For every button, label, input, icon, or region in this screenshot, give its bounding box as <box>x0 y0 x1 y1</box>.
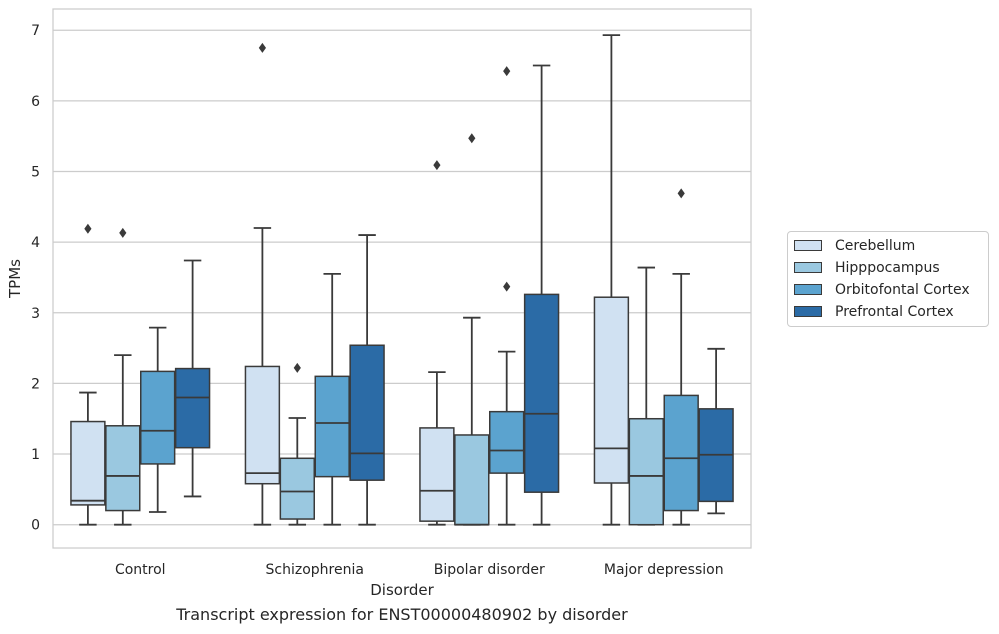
y-tick-label: 7 <box>31 23 40 39</box>
y-tick-label: 2 <box>31 376 40 392</box>
legend-swatch-cerebellum <box>794 240 822 251</box>
y-tick-label: 3 <box>31 306 40 322</box>
plot-frame <box>52 8 752 549</box>
iqr-box <box>489 410 525 474</box>
box-2-3 <box>523 64 560 526</box>
outlier-point <box>503 66 511 77</box>
box-1-1 <box>279 362 316 526</box>
box-0-0 <box>70 223 106 526</box>
iqr-box <box>279 457 316 520</box>
outlier-point <box>503 281 511 292</box>
legend: Cerebellum Hipppocampus Orbitofontal Cor… <box>787 231 989 327</box>
iqr-box <box>314 375 350 478</box>
outlier-point <box>677 188 685 199</box>
box-0-3 <box>174 259 211 498</box>
x-tick-label: Control <box>115 562 166 578</box>
box-3-2 <box>663 188 699 526</box>
iqr-box <box>140 370 176 465</box>
figure-caption: Transcript expression for ENST0000048090… <box>176 605 628 624</box>
iqr-box <box>628 417 664 526</box>
legend-swatch-hippocampus <box>794 262 822 273</box>
iqr-box <box>244 365 281 485</box>
iqr-box <box>349 344 385 481</box>
box-2-1 <box>454 133 490 526</box>
box-2-2 <box>489 66 525 526</box>
outlier-point <box>258 42 266 53</box>
iqr-box <box>523 293 560 493</box>
box-3-0 <box>593 34 630 526</box>
legend-item-prefrontal: Prefrontal Cortex <box>794 303 954 320</box>
y-tick-label: 4 <box>31 235 40 251</box>
y-tick-labels: 0 1 2 3 4 5 6 7 <box>31 23 40 533</box>
x-tick-label: Bipolar disorder <box>434 562 545 578</box>
y-tick-label: 5 <box>31 164 40 180</box>
x-tick-label: Major depression <box>604 562 724 578</box>
x-tick-label: Schizophrenia <box>266 562 364 578</box>
legend-label: Prefrontal Cortex <box>835 303 954 320</box>
y-tick-label: 1 <box>31 447 40 463</box>
box-3-1 <box>628 266 664 526</box>
outlier-point <box>119 227 127 238</box>
legend-item-cerebellum: Cerebellum <box>794 237 915 254</box>
legend-item-hippocampus: Hipppocampus <box>794 259 940 276</box>
iqr-box <box>174 367 211 449</box>
outlier-point <box>84 223 92 234</box>
box-1-3 <box>349 234 385 526</box>
iqr-box <box>105 425 141 512</box>
y-tick-label: 6 <box>31 94 40 110</box>
box-layer <box>70 34 734 526</box>
legend-swatch-prefrontal <box>794 306 822 317</box>
x-tick-labels: Control Schizophrenia Bipolar disorder Majo… <box>115 562 724 578</box>
box-2-0 <box>419 160 455 526</box>
box-0-2 <box>140 326 176 513</box>
outlier-point <box>293 362 301 373</box>
outlier-point <box>468 133 476 144</box>
box-1-0 <box>244 42 281 526</box>
iqr-box <box>70 420 106 506</box>
legend-swatch-orbitofrontal <box>794 284 822 295</box>
outlier-point <box>433 160 441 171</box>
y-axis-label: TPMs <box>6 259 24 299</box>
legend-label: Hipppocampus <box>835 259 940 276</box>
legend-item-orbitofrontal: Orbitofontal Cortex <box>794 281 970 298</box>
legend-label: Cerebellum <box>835 237 916 254</box>
iqr-box <box>454 434 490 526</box>
iqr-box <box>419 427 455 522</box>
box-1-2 <box>314 273 350 526</box>
iqr-box <box>593 296 630 484</box>
y-tick-label: 0 <box>31 518 40 534</box>
box-0-1 <box>105 227 141 526</box>
box-3-3 <box>698 347 734 515</box>
legend-label: Orbitofontal Cortex <box>835 281 970 298</box>
x-axis-label: Disorder <box>370 581 434 599</box>
iqr-box <box>663 394 699 512</box>
